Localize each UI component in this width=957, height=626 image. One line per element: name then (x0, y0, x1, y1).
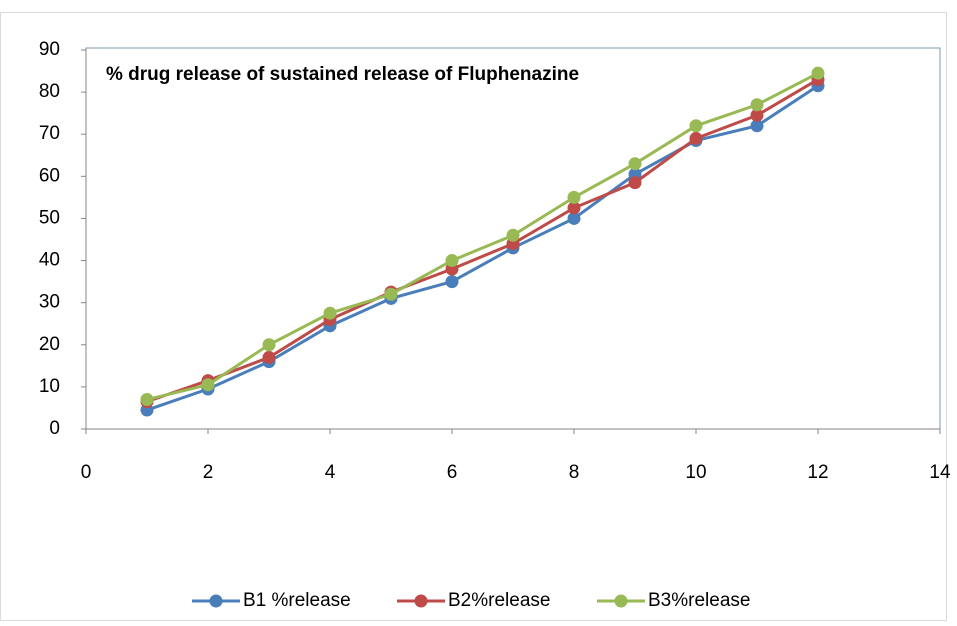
series-marker (811, 66, 825, 80)
series-marker (628, 157, 642, 171)
series-marker (201, 378, 215, 392)
series-marker (750, 108, 764, 122)
y-tick-label: 40 (39, 250, 60, 271)
series-marker (689, 131, 703, 145)
series-marker (567, 201, 581, 215)
y-tick-label: 80 (39, 81, 60, 102)
series-line (146, 84, 819, 412)
chart-frame (0, 12, 947, 621)
series-marker (262, 350, 276, 364)
y-tick-label: 10 (39, 376, 60, 397)
series-marker (506, 228, 520, 242)
series-marker (445, 254, 459, 268)
x-tick-label: 4 (325, 462, 336, 483)
y-tick-label: 70 (39, 123, 60, 144)
x-tick-label: 0 (81, 462, 92, 483)
series-marker (384, 287, 398, 301)
series-marker (323, 306, 337, 320)
y-tick-label: 30 (39, 292, 60, 313)
x-tick-label: 10 (685, 462, 706, 483)
series-line (146, 71, 819, 401)
x-tick-label: 6 (447, 462, 458, 483)
series-marker (567, 190, 581, 204)
series-marker (628, 176, 642, 190)
y-tick-label: 0 (49, 418, 60, 439)
y-tick-label: 90 (39, 39, 60, 60)
y-tick-label: 50 (39, 207, 60, 228)
legend-label: B3%release (648, 590, 750, 611)
series-marker (140, 393, 154, 407)
chart-title: % drug release of sustained release of F… (106, 64, 579, 85)
series-marker (445, 275, 459, 289)
legend-label: B1 %release (243, 590, 351, 611)
series-marker (567, 211, 581, 225)
legend-marker (614, 594, 628, 608)
series-marker (750, 98, 764, 112)
legend-marker (414, 594, 428, 608)
y-tick-label: 60 (39, 165, 60, 186)
x-tick-label: 14 (929, 462, 951, 483)
y-tick-label: 20 (39, 334, 60, 355)
series-line (146, 78, 819, 404)
series-marker (262, 338, 276, 352)
x-tick-label: 8 (569, 462, 580, 483)
x-tick-label: 2 (203, 462, 214, 483)
legend-label: B2%release (448, 590, 550, 611)
series-marker (750, 119, 764, 133)
x-tick-label: 12 (807, 462, 828, 483)
legend-marker (209, 594, 223, 608)
series-marker (689, 119, 703, 133)
